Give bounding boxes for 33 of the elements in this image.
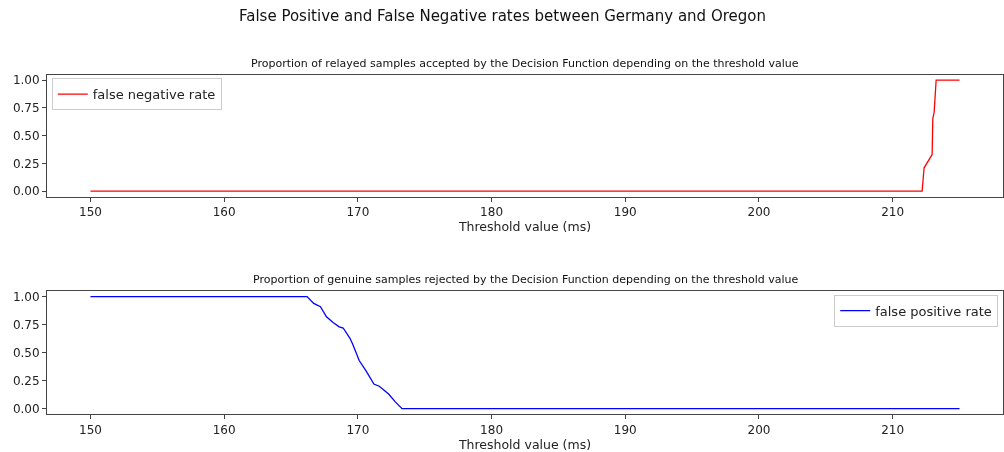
y-tick-label: 0.50 xyxy=(12,345,40,360)
x-tick-label: 160 xyxy=(212,422,236,437)
x-tick-label: 210 xyxy=(881,205,905,220)
x-tick-label: 210 xyxy=(881,422,905,437)
x-axis-title: Threshold value (ms) xyxy=(457,436,592,452)
x-tick-label: 170 xyxy=(346,205,370,220)
y-tick-label: 0.50 xyxy=(12,128,40,143)
y-tick-label: 1.00 xyxy=(12,73,40,88)
line-series xyxy=(89,79,961,192)
chart-title: Proportion of relayed samples accepted by the Decision Function depending on the threshold value xyxy=(251,57,799,70)
x-tick-label: 170 xyxy=(346,422,370,437)
x-axis-title: Threshold value (ms) xyxy=(457,219,592,235)
x-tick-label: 200 xyxy=(747,205,771,220)
text: False Positive and False Negative rates between Germany and Oregon xyxy=(239,7,766,25)
y-tick-label: 0.75 xyxy=(12,317,40,332)
x-tick-label: 190 xyxy=(613,205,637,220)
x-tick-label: 150 xyxy=(79,422,102,437)
y-tick-label: 0.00 xyxy=(12,184,40,199)
y-tick-label: 0.00 xyxy=(12,401,40,416)
line-series xyxy=(89,296,961,410)
x-tick-label: 150 xyxy=(79,205,102,220)
legend-label: false negative rate xyxy=(92,87,216,103)
y-tick-label: 0.75 xyxy=(12,101,40,116)
y-tick-label: 0.25 xyxy=(12,156,40,171)
x-tick-label: 160 xyxy=(212,205,236,220)
legend-label: false positive rate xyxy=(875,303,992,319)
x-tick-label: 180 xyxy=(480,422,504,437)
x-tick-label: 190 xyxy=(613,422,637,437)
x-tick-label: 180 xyxy=(480,205,504,220)
y-tick-label: 0.25 xyxy=(12,373,40,388)
x-tick-label: 200 xyxy=(747,422,771,437)
y-tick-label: 1.00 xyxy=(12,289,40,304)
chart-title: Proportion of genuine samples rejected by the Decision Function depending on the threshold value xyxy=(253,273,799,286)
